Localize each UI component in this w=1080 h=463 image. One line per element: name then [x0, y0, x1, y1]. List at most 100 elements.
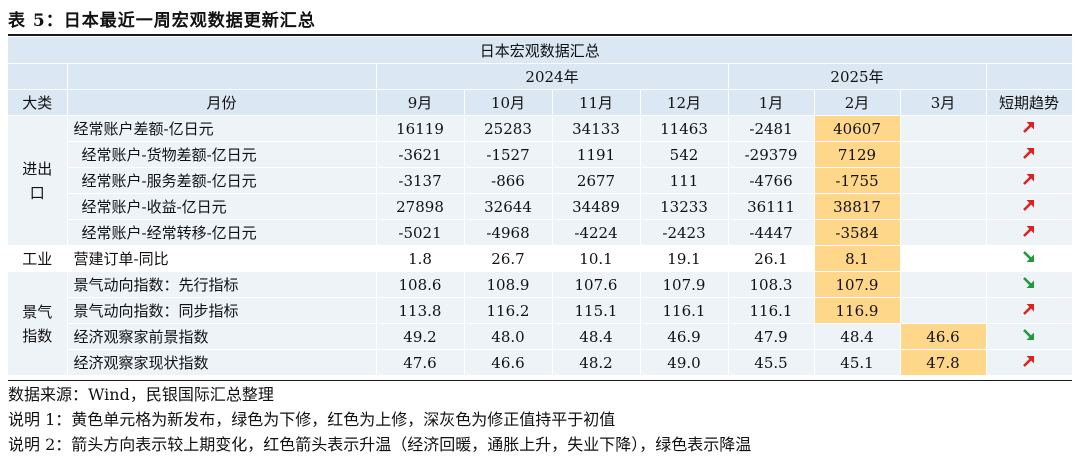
value-cell — [900, 115, 987, 142]
value-cell: 116.1 — [728, 297, 815, 324]
row-label: 经济观察家现状指数 — [67, 349, 377, 376]
value-cell: -2481 — [728, 115, 815, 142]
value-cell: -29379 — [728, 141, 815, 168]
note-2: 说明 2：箭头方向表示较上期变化，红色箭头表示升温（经济回暖，通胀上升，失业下降… — [8, 435, 752, 454]
value-cell: 32644 — [464, 193, 553, 220]
value-cell: 26.1 — [728, 245, 815, 272]
value-cell: 40607 — [814, 115, 901, 142]
trend-cell — [986, 297, 1073, 324]
value-cell — [900, 167, 987, 194]
row-label: 营建订单-同比 — [67, 245, 377, 272]
value-cell: 107.9 — [814, 271, 901, 298]
value-cell: 116.9 — [814, 297, 901, 324]
value-cell: 47.8 — [900, 349, 987, 376]
value-cell: -4968 — [464, 219, 553, 246]
row-label: 经济观察家前景指数 — [67, 323, 377, 350]
value-cell: 38817 — [814, 193, 901, 220]
row-label: 景气动向指数：同步指标 — [67, 297, 377, 324]
macro-data-table: 日本宏观数据汇总 2024年 2025年 大类 月份 9月 10月 11月 12… — [8, 37, 1073, 376]
header-month-cell: 3月 — [900, 89, 987, 116]
value-cell: 48.0 — [464, 323, 553, 350]
value-cell: 49.2 — [376, 323, 465, 350]
value-cell: 36111 — [728, 193, 815, 220]
trend-cell — [986, 349, 1073, 376]
table-row: 经常账户-货物差额-亿日元 -3621 -1527 1191 542 -29379 7129 — [8, 141, 1073, 168]
arrow-up-right-icon — [1023, 303, 1035, 315]
arrow-down-right-icon — [1023, 276, 1035, 288]
table-caption: 表 5：日本最近一周宏观数据更新汇总 — [8, 11, 316, 31]
header-trend: 短期趋势 — [986, 89, 1073, 116]
arrow-up-right-icon — [1023, 225, 1035, 237]
trend-cell — [986, 219, 1073, 246]
header-spacer — [8, 63, 68, 90]
value-cell: 107.9 — [640, 271, 729, 298]
arrow-up-right-icon — [1023, 121, 1035, 133]
value-cell: -4447 — [728, 219, 815, 246]
value-cell: 48.4 — [814, 323, 901, 350]
value-cell: 34133 — [552, 115, 641, 142]
value-cell: 107.6 — [552, 271, 641, 298]
arrow-up-right-icon — [1023, 173, 1035, 185]
value-cell: 108.9 — [464, 271, 553, 298]
header-month-cell: 12月 — [640, 89, 729, 116]
value-cell: 46.9 — [640, 323, 729, 350]
arrow-up-right-icon — [1023, 199, 1035, 211]
value-cell: 49.0 — [640, 349, 729, 376]
table-row: 景气指数 景气动向指数：先行指标 108.6 108.9 107.6 107.9 108.3… — [8, 271, 1073, 376]
source-note: 数据来源：Wind，民银国际汇总整理 — [8, 385, 274, 404]
value-cell: 48.4 — [552, 323, 641, 350]
value-cell: 46.6 — [900, 323, 987, 350]
header-year-2024: 2024年 — [376, 63, 729, 90]
row-label: 经常账户-服务差额-亿日元 — [67, 167, 377, 194]
trend-cell — [986, 323, 1073, 350]
note-1: 说明 1：黄色单元格为新发布，绿色为下修，红色为上修，深灰色为修正值持平于初值 — [8, 410, 616, 429]
value-cell — [900, 141, 987, 168]
header-month-cell: 9月 — [376, 89, 465, 116]
row-label: 景气动向指数：先行指标 — [67, 271, 377, 298]
table-title: 日本宏观数据汇总 — [8, 37, 1073, 64]
value-cell: 7129 — [814, 141, 901, 168]
arrow-up-right-icon — [1023, 147, 1035, 159]
value-cell: -1527 — [464, 141, 553, 168]
value-cell: 45.1 — [814, 349, 901, 376]
value-cell: 1.8 — [376, 245, 465, 272]
header-year-2025: 2025年 — [728, 63, 987, 90]
value-cell — [900, 245, 987, 272]
value-cell: 2677 — [552, 167, 641, 194]
bottom-rule — [8, 380, 1072, 381]
table-row: 经济观察家前景指数 49.2 48.0 48.4 46.9 47.9 48.4 46.6 — [8, 323, 1073, 350]
value-cell: 113.8 — [376, 297, 465, 324]
value-cell: 8.1 — [814, 245, 901, 272]
header-spacer — [986, 63, 1073, 90]
row-label: 经常账户-货物差额-亿日元 — [67, 141, 377, 168]
value-cell — [900, 219, 987, 246]
value-cell: 26.7 — [464, 245, 553, 272]
value-cell: 116.2 — [464, 297, 553, 324]
category-cell: 进出口 — [8, 115, 68, 246]
header-month-cell: 10月 — [464, 89, 553, 116]
trend-cell — [986, 245, 1073, 272]
value-cell: 115.1 — [552, 297, 641, 324]
arrow-down-right-icon — [1023, 328, 1035, 340]
trend-cell — [986, 271, 1073, 298]
category-cell: 景气指数 — [8, 271, 68, 376]
value-cell: 111 — [640, 167, 729, 194]
trend-cell — [986, 167, 1073, 194]
value-cell: 13233 — [640, 193, 729, 220]
arrow-down-right-icon — [1023, 250, 1035, 262]
value-cell: 542 — [640, 141, 729, 168]
value-cell: -866 — [464, 167, 553, 194]
value-cell: 116.1 — [640, 297, 729, 324]
row-label: 经常账户-经常转移-亿日元 — [67, 219, 377, 246]
row-label: 经常账户-收益-亿日元 — [67, 193, 377, 220]
value-cell: 27898 — [376, 193, 465, 220]
value-cell: 11463 — [640, 115, 729, 142]
value-cell — [900, 297, 987, 324]
trend-cell — [986, 115, 1073, 142]
row-label: 经常账户差额-亿日元 — [67, 115, 377, 142]
value-cell: 10.1 — [552, 245, 641, 272]
value-cell: -5021 — [376, 219, 465, 246]
table-row: 景气动向指数：同步指标 113.8 116.2 115.1 116.1 116.1 116.… — [8, 297, 1073, 324]
value-cell: 47.9 — [728, 323, 815, 350]
value-cell: -4224 — [552, 219, 641, 246]
